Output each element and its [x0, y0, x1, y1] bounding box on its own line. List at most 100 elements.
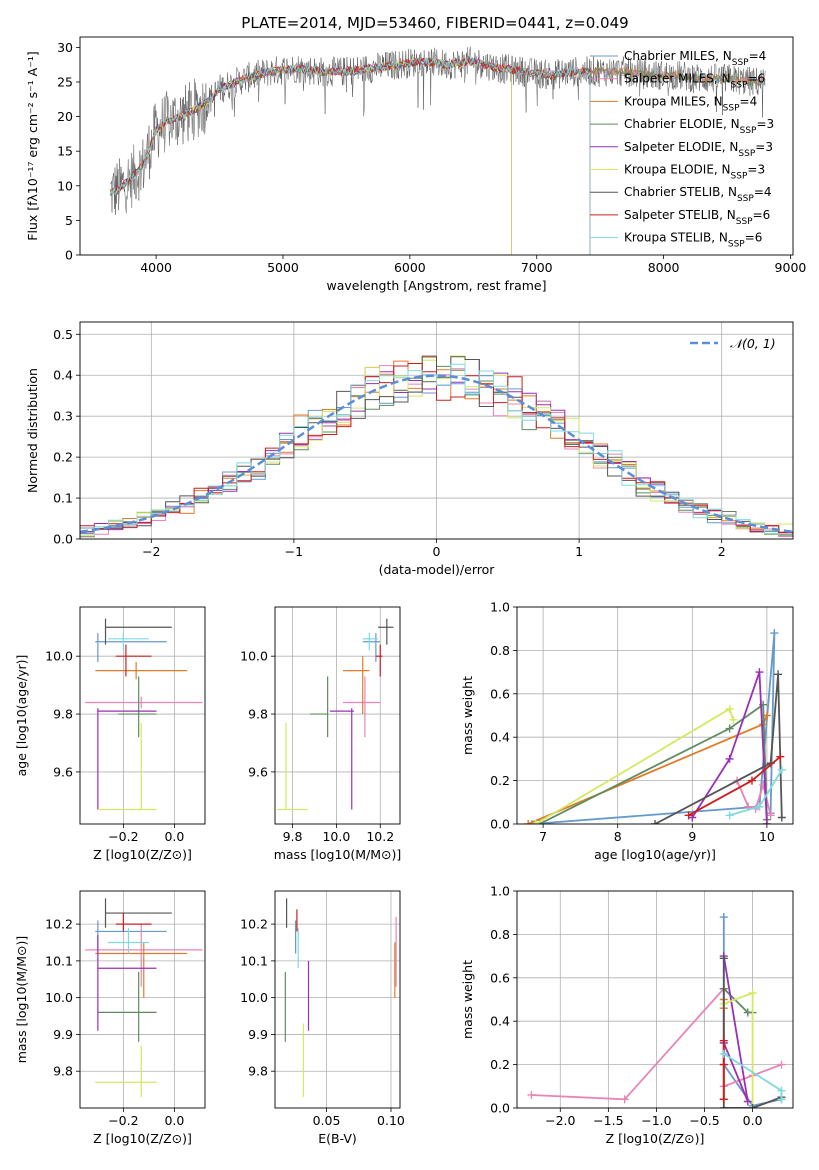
y-tick-label: 9.8	[248, 707, 268, 722]
x-tick-label: 10	[759, 829, 775, 844]
legend-label: Kroupa MILES, NSSP=4	[624, 94, 757, 113]
legend-label: Kroupa STELIB, NSSP=6	[624, 231, 762, 250]
legend-nssp: =4	[749, 49, 767, 63]
y-tick-label: 0.0	[490, 1101, 510, 1116]
axes-frame	[516, 606, 794, 825]
axes-frame	[516, 890, 794, 1109]
y-tick-label: 5	[65, 213, 73, 228]
x-tick-label: 7000	[521, 260, 553, 275]
weight-point	[684, 811, 693, 820]
x-tick-label: 9.8	[283, 829, 303, 844]
x-tick-label: −2	[142, 544, 160, 559]
y-tick-label: 0.4	[490, 730, 510, 745]
legend-sub: SSP	[731, 172, 748, 182]
legend-nssp: =6	[753, 208, 771, 222]
spectrum-lines	[110, 46, 766, 255]
weight-point	[766, 811, 775, 820]
y-tick-label: 0.0	[53, 532, 73, 547]
x-tick-label: −1.0	[641, 1113, 671, 1128]
x-tick-label: 6000	[394, 260, 426, 275]
legend-label: Salpeter ELODIE, NSSP=3	[624, 140, 773, 159]
legend-nssp: =6	[745, 231, 763, 245]
legend-nssp: =3	[755, 140, 773, 154]
weight-point	[725, 724, 734, 733]
weight-point	[743, 1097, 752, 1106]
y-tick-label: 10.2	[240, 917, 268, 932]
weight-point	[770, 629, 779, 638]
y-tick-label: 0.3	[53, 409, 73, 424]
y-tick-label: 25	[57, 74, 73, 89]
y-tick-label: 0	[65, 248, 73, 263]
mass_vs_ebv-points	[284, 898, 397, 1097]
model-spectrum-5	[110, 58, 512, 255]
x-tick-label: −0.2	[108, 1113, 138, 1128]
weight-point	[725, 811, 734, 820]
weight-point	[776, 752, 785, 761]
y-tick-label: 10.0	[45, 990, 73, 1005]
weight-point	[527, 820, 536, 824]
axes-frame	[79, 890, 206, 1109]
legend-sub: SSP	[732, 58, 749, 68]
x-tick-label: 10.2	[366, 829, 394, 844]
mass_weight_vs_Z-series	[527, 913, 786, 1108]
y-tick-label: 10.0	[45, 649, 73, 664]
legend-label: Kroupa ELODIE, NSSP=3	[624, 163, 765, 182]
y-tick-label: 0.6	[490, 686, 510, 701]
y-tick-label: 10	[57, 178, 73, 193]
model-spectrum-7	[110, 57, 591, 255]
y-tick-label: 9.6	[248, 764, 268, 779]
legend-nssp: =3	[747, 163, 765, 177]
residual-hist-8	[80, 363, 793, 539]
age_vs_Z-points	[85, 618, 203, 811]
y-tick-label: 9.8	[53, 1064, 73, 1079]
weight-point	[777, 1060, 786, 1069]
y-tick-label: 9.9	[53, 1027, 73, 1042]
y-tick-label: 0.2	[490, 773, 510, 788]
y-axis-label: Normed distribution	[25, 368, 40, 493]
x-axis-label: mass [log10(M/M⊙)]	[274, 847, 402, 862]
x-tick-label: −1	[285, 544, 303, 559]
y-tick-label: 10.1	[45, 953, 73, 968]
x-tick-label: 0	[433, 544, 441, 559]
weight-point	[777, 813, 786, 822]
legend-label: Chabrier STELIB, NSSP=4	[624, 185, 772, 204]
legend-sub: SSP	[728, 240, 745, 250]
legend-label: Salpeter MILES, NSSP=6	[624, 72, 765, 91]
weight-line-3	[538, 702, 768, 824]
weight-point	[527, 1090, 536, 1099]
x-tick-label: 0.10	[377, 1113, 405, 1128]
weight-point	[748, 988, 757, 997]
legend-label: 𝒩(0, 1)	[730, 336, 776, 351]
x-axis-label: E(B-V)	[318, 1131, 357, 1146]
y-tick-label: 30	[57, 40, 73, 55]
x-tick-label: 8000	[648, 260, 680, 275]
axes-frame	[274, 890, 401, 1109]
weight-point	[725, 704, 734, 713]
weight-point	[524, 820, 533, 824]
y-axis-label: mass [log10(M/M⊙)]	[14, 936, 29, 1064]
histograms	[80, 355, 793, 539]
legend-sub: SSP	[740, 126, 757, 136]
y-tick-label: 0.8	[490, 643, 510, 658]
x-axis-label: Z [log10(Z/Z⊙)]	[93, 847, 192, 862]
weight-point	[755, 802, 764, 811]
y-tick-label: 10.0	[240, 990, 268, 1005]
y-tick-label: 0.2	[490, 1057, 510, 1072]
legend-nssp: =6	[747, 72, 765, 86]
x-axis-label: Z [log10(Z/Z⊙)]	[93, 1131, 192, 1146]
weight-point	[719, 954, 728, 963]
y-tick-label: 0.8	[490, 927, 510, 942]
x-tick-label: 0.05	[313, 1113, 341, 1128]
axes-frame	[79, 606, 206, 825]
legend-nssp: =4	[740, 94, 758, 108]
x-tick-label: −0.2	[108, 829, 138, 844]
mass_weight_vs_age-series	[524, 629, 786, 824]
y-tick-label: 0.4	[490, 1014, 510, 1029]
y-tick-label: 10.2	[45, 917, 73, 932]
y-axis-label: Flux [fλ10⁻¹⁷ erg cm⁻² s⁻¹ A⁻¹]	[25, 51, 40, 240]
y-tick-label: 0.0	[490, 817, 510, 832]
x-axis-label: Z [log10(Z/Z⊙)]	[606, 1131, 705, 1146]
weight-point	[620, 1095, 629, 1104]
y-tick-label: 0.6	[490, 970, 510, 985]
model-spectrum-8	[110, 57, 591, 255]
